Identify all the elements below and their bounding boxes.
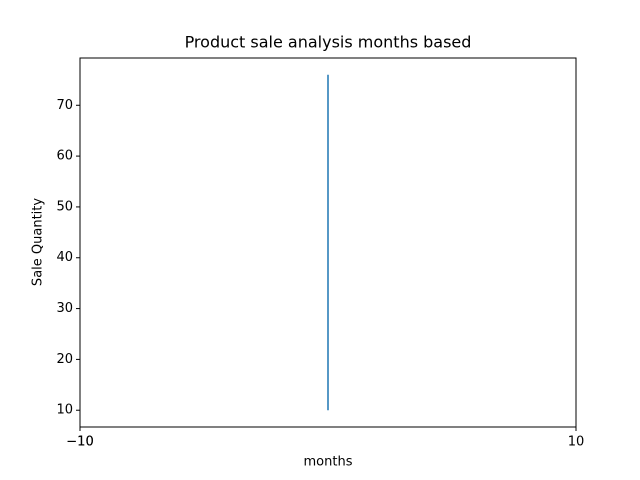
x-tick-label: 10 bbox=[568, 435, 585, 450]
y-tick-label: 10 bbox=[56, 403, 73, 418]
y-tick-label: 30 bbox=[56, 301, 73, 316]
y-axis-label: Sale Quantity bbox=[31, 198, 46, 286]
axes-frame bbox=[79, 57, 577, 428]
y-tick-label: 70 bbox=[56, 98, 73, 113]
y-tick-label: 20 bbox=[56, 352, 73, 367]
y-tick-label: 50 bbox=[56, 199, 73, 214]
y-tick-label: 60 bbox=[56, 149, 73, 164]
x-axis-label: months bbox=[304, 455, 353, 470]
chart-title: Product sale analysis months based bbox=[185, 33, 472, 52]
y-tick-label: 40 bbox=[56, 250, 73, 265]
x-tick-label: −10 bbox=[66, 435, 93, 450]
x-tick-label: −10 bbox=[66, 435, 93, 450]
